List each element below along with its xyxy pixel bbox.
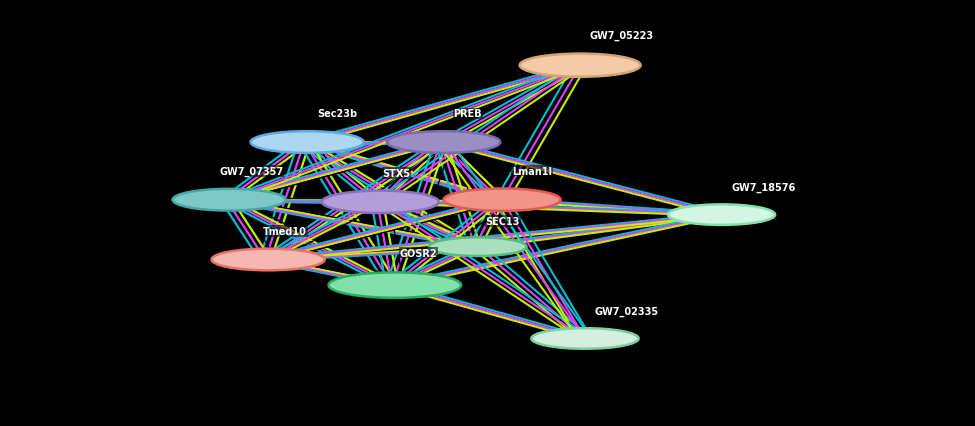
Ellipse shape <box>322 191 439 213</box>
Text: STX5: STX5 <box>382 169 410 178</box>
Text: Lman1l: Lman1l <box>512 167 552 176</box>
Text: GW7_05223: GW7_05223 <box>590 30 654 40</box>
Text: SEC13: SEC13 <box>486 216 520 227</box>
Text: Tmed10: Tmed10 <box>263 226 307 236</box>
Ellipse shape <box>531 328 639 349</box>
Ellipse shape <box>444 189 561 211</box>
Ellipse shape <box>251 132 364 153</box>
Ellipse shape <box>173 190 286 211</box>
Ellipse shape <box>520 55 641 78</box>
Text: Sec23b: Sec23b <box>317 109 357 119</box>
Text: GW7_02335: GW7_02335 <box>595 306 659 316</box>
Ellipse shape <box>429 238 526 256</box>
Text: GW7_07357: GW7_07357 <box>219 167 284 177</box>
Ellipse shape <box>387 132 500 153</box>
Ellipse shape <box>329 273 461 298</box>
Text: GOSR2: GOSR2 <box>400 248 438 258</box>
Ellipse shape <box>668 205 775 225</box>
Text: GW7_18576: GW7_18576 <box>731 182 796 193</box>
Text: PREB: PREB <box>453 109 482 119</box>
Ellipse shape <box>212 249 325 271</box>
